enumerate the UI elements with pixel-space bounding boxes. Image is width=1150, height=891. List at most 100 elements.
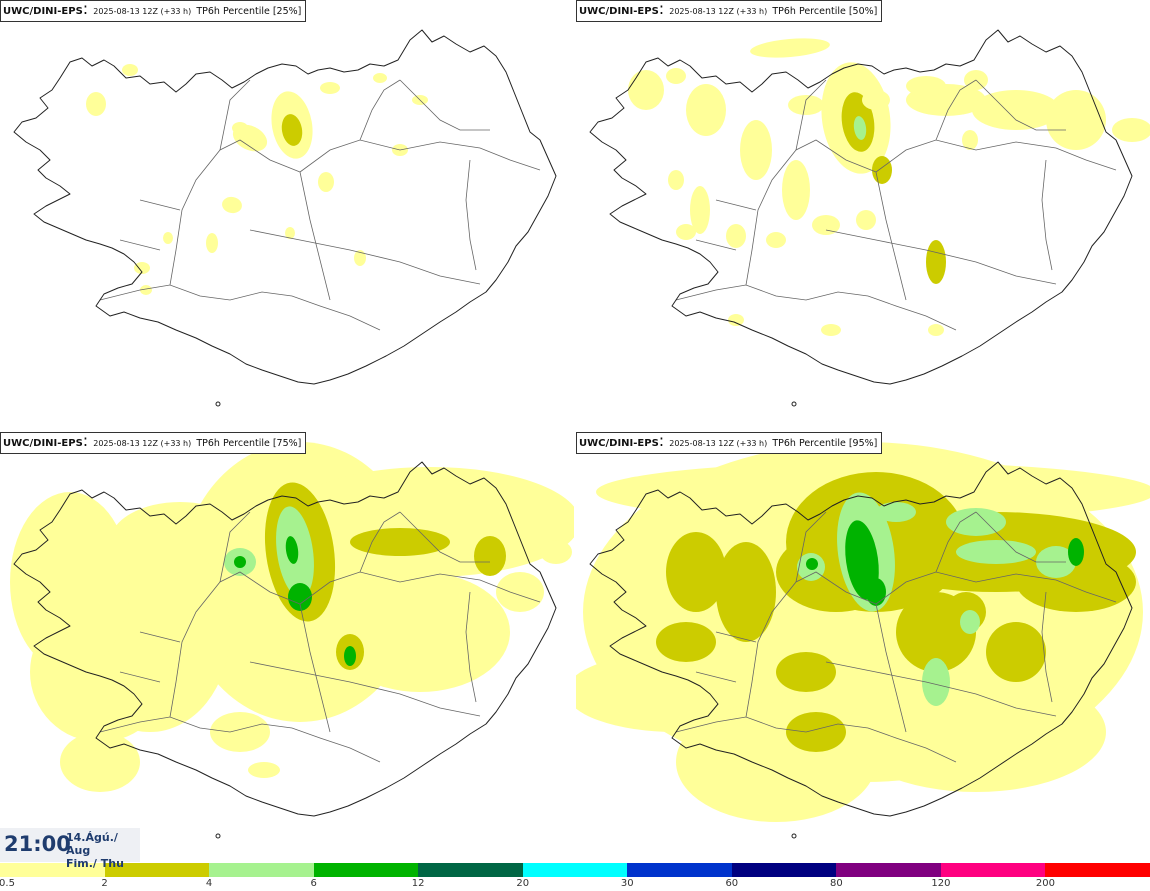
legend-swatch: [209, 863, 314, 877]
legend-swatch: [104, 863, 210, 877]
road-line: [1041, 591, 1053, 703]
road-line: [99, 284, 381, 331]
road-line: [935, 79, 977, 141]
precip-area: [1068, 538, 1084, 566]
precip-map-p25: [13, 29, 557, 407]
run-time: 2025-08-13 12Z (+33 h): [93, 439, 192, 448]
road-network: [675, 511, 1117, 763]
precip-area: [676, 224, 696, 240]
precip-area: [86, 92, 106, 116]
precip-area: [1112, 118, 1150, 142]
road-line: [695, 79, 827, 251]
legend-swatch: [313, 863, 419, 877]
road-line: [675, 716, 957, 763]
precip-area: [210, 712, 270, 752]
precip-area: [668, 170, 684, 190]
precip-area: [716, 542, 776, 642]
precip-area: [60, 732, 140, 792]
precip-area: [788, 95, 824, 115]
road-line: [399, 511, 490, 563]
precip-area: [1046, 90, 1106, 150]
legend-tick-label: 30: [620, 878, 634, 889]
field-name: TP6h Percentile [25%]: [196, 6, 302, 17]
precip-area: [350, 528, 450, 556]
road-line: [875, 171, 907, 301]
road-line: [359, 79, 401, 141]
precip-area: [932, 256, 940, 272]
precip-area: [750, 38, 830, 58]
precip-area: [876, 502, 916, 522]
precip-area: [960, 610, 980, 634]
precip-area: [782, 160, 810, 220]
precip-area: [281, 114, 303, 146]
road-line: [249, 229, 481, 285]
precip-map-p50: [589, 29, 1150, 407]
run-time: 2025-08-13 12Z (+33 h): [669, 439, 768, 448]
precip-area: [962, 130, 978, 150]
precip-area: [866, 578, 886, 606]
precip-area: [666, 532, 726, 612]
precip-area: [972, 90, 1060, 130]
precip-area: [676, 702, 876, 822]
legend-swatch: [627, 863, 732, 877]
precip-area: [344, 646, 356, 666]
road-line: [299, 171, 331, 301]
precip-layer: [10, 442, 574, 792]
legend-swatch: [731, 863, 837, 877]
precip-area: [206, 233, 218, 253]
road-line: [745, 571, 877, 718]
precip-area: [686, 84, 726, 136]
precip-area: [540, 540, 572, 564]
legend-swatch: [522, 863, 628, 877]
legend-swatch: [1045, 863, 1150, 877]
road-line: [465, 159, 477, 271]
panel-title: UWC/DINI-EPS: 2025-08-13 12Z (+33 h) TP6…: [576, 432, 883, 454]
road-line: [875, 571, 1117, 605]
legend-swatch: [0, 863, 105, 877]
run-time: 2025-08-13 12Z (+33 h): [669, 7, 768, 16]
precip-area: [285, 227, 295, 239]
road-line: [465, 591, 477, 703]
precip-area: [862, 90, 890, 110]
precip-layer: [86, 64, 428, 295]
precip-map-p95: [576, 442, 1150, 839]
precip-area: [776, 652, 836, 692]
vestmannaeyjar-island: [215, 833, 221, 839]
road-network: [99, 511, 541, 763]
road-line: [399, 79, 490, 131]
road-network: [675, 79, 1117, 331]
precip-area: [140, 285, 152, 295]
precip-area: [928, 324, 944, 336]
precip-area: [666, 68, 686, 84]
model-name: UWC/DINI-EPS: [3, 438, 83, 449]
color-legend: 0.5 2 4 6 12 20 30 60 80 120 200: [0, 862, 1150, 891]
precip-area: [853, 116, 867, 140]
road-line: [675, 284, 957, 331]
legend-tick-label: 80: [829, 878, 843, 889]
precip-area: [845, 520, 879, 600]
precip-area: [1076, 576, 1116, 608]
road-line: [119, 511, 251, 683]
precip-area: [234, 556, 246, 568]
map-panel-p25: UWC/DINI-EPS: 2025-08-13 12Z (+33 h) TP6…: [0, 0, 574, 431]
precip-map-p75: [10, 442, 574, 839]
map-panel-p75: UWC/DINI-EPS: 2025-08-13 12Z (+33 h) TP6…: [0, 432, 574, 863]
panel-title: UWC/DINI-EPS: 2025-08-13 12Z (+33 h) TP6…: [0, 432, 307, 454]
model-name: UWC/DINI-EPS: [579, 6, 659, 17]
road-network: [99, 79, 541, 331]
map-panel-p50: UWC/DINI-EPS: 2025-08-13 12Z (+33 h) TP6…: [576, 0, 1150, 431]
vestmannaeyjar-island: [791, 401, 797, 407]
road-line: [299, 603, 331, 733]
precip-area: [806, 558, 818, 570]
precip-area: [474, 536, 506, 576]
precip-area: [786, 712, 846, 752]
precip-layer: [576, 442, 1150, 822]
precip-area: [320, 82, 340, 94]
precip-area: [726, 224, 746, 248]
precip-area: [288, 583, 312, 611]
precip-area: [766, 232, 786, 248]
road-line: [359, 511, 401, 573]
precip-area: [812, 215, 840, 235]
road-line: [99, 716, 381, 763]
iceland-coastline: [13, 461, 557, 817]
